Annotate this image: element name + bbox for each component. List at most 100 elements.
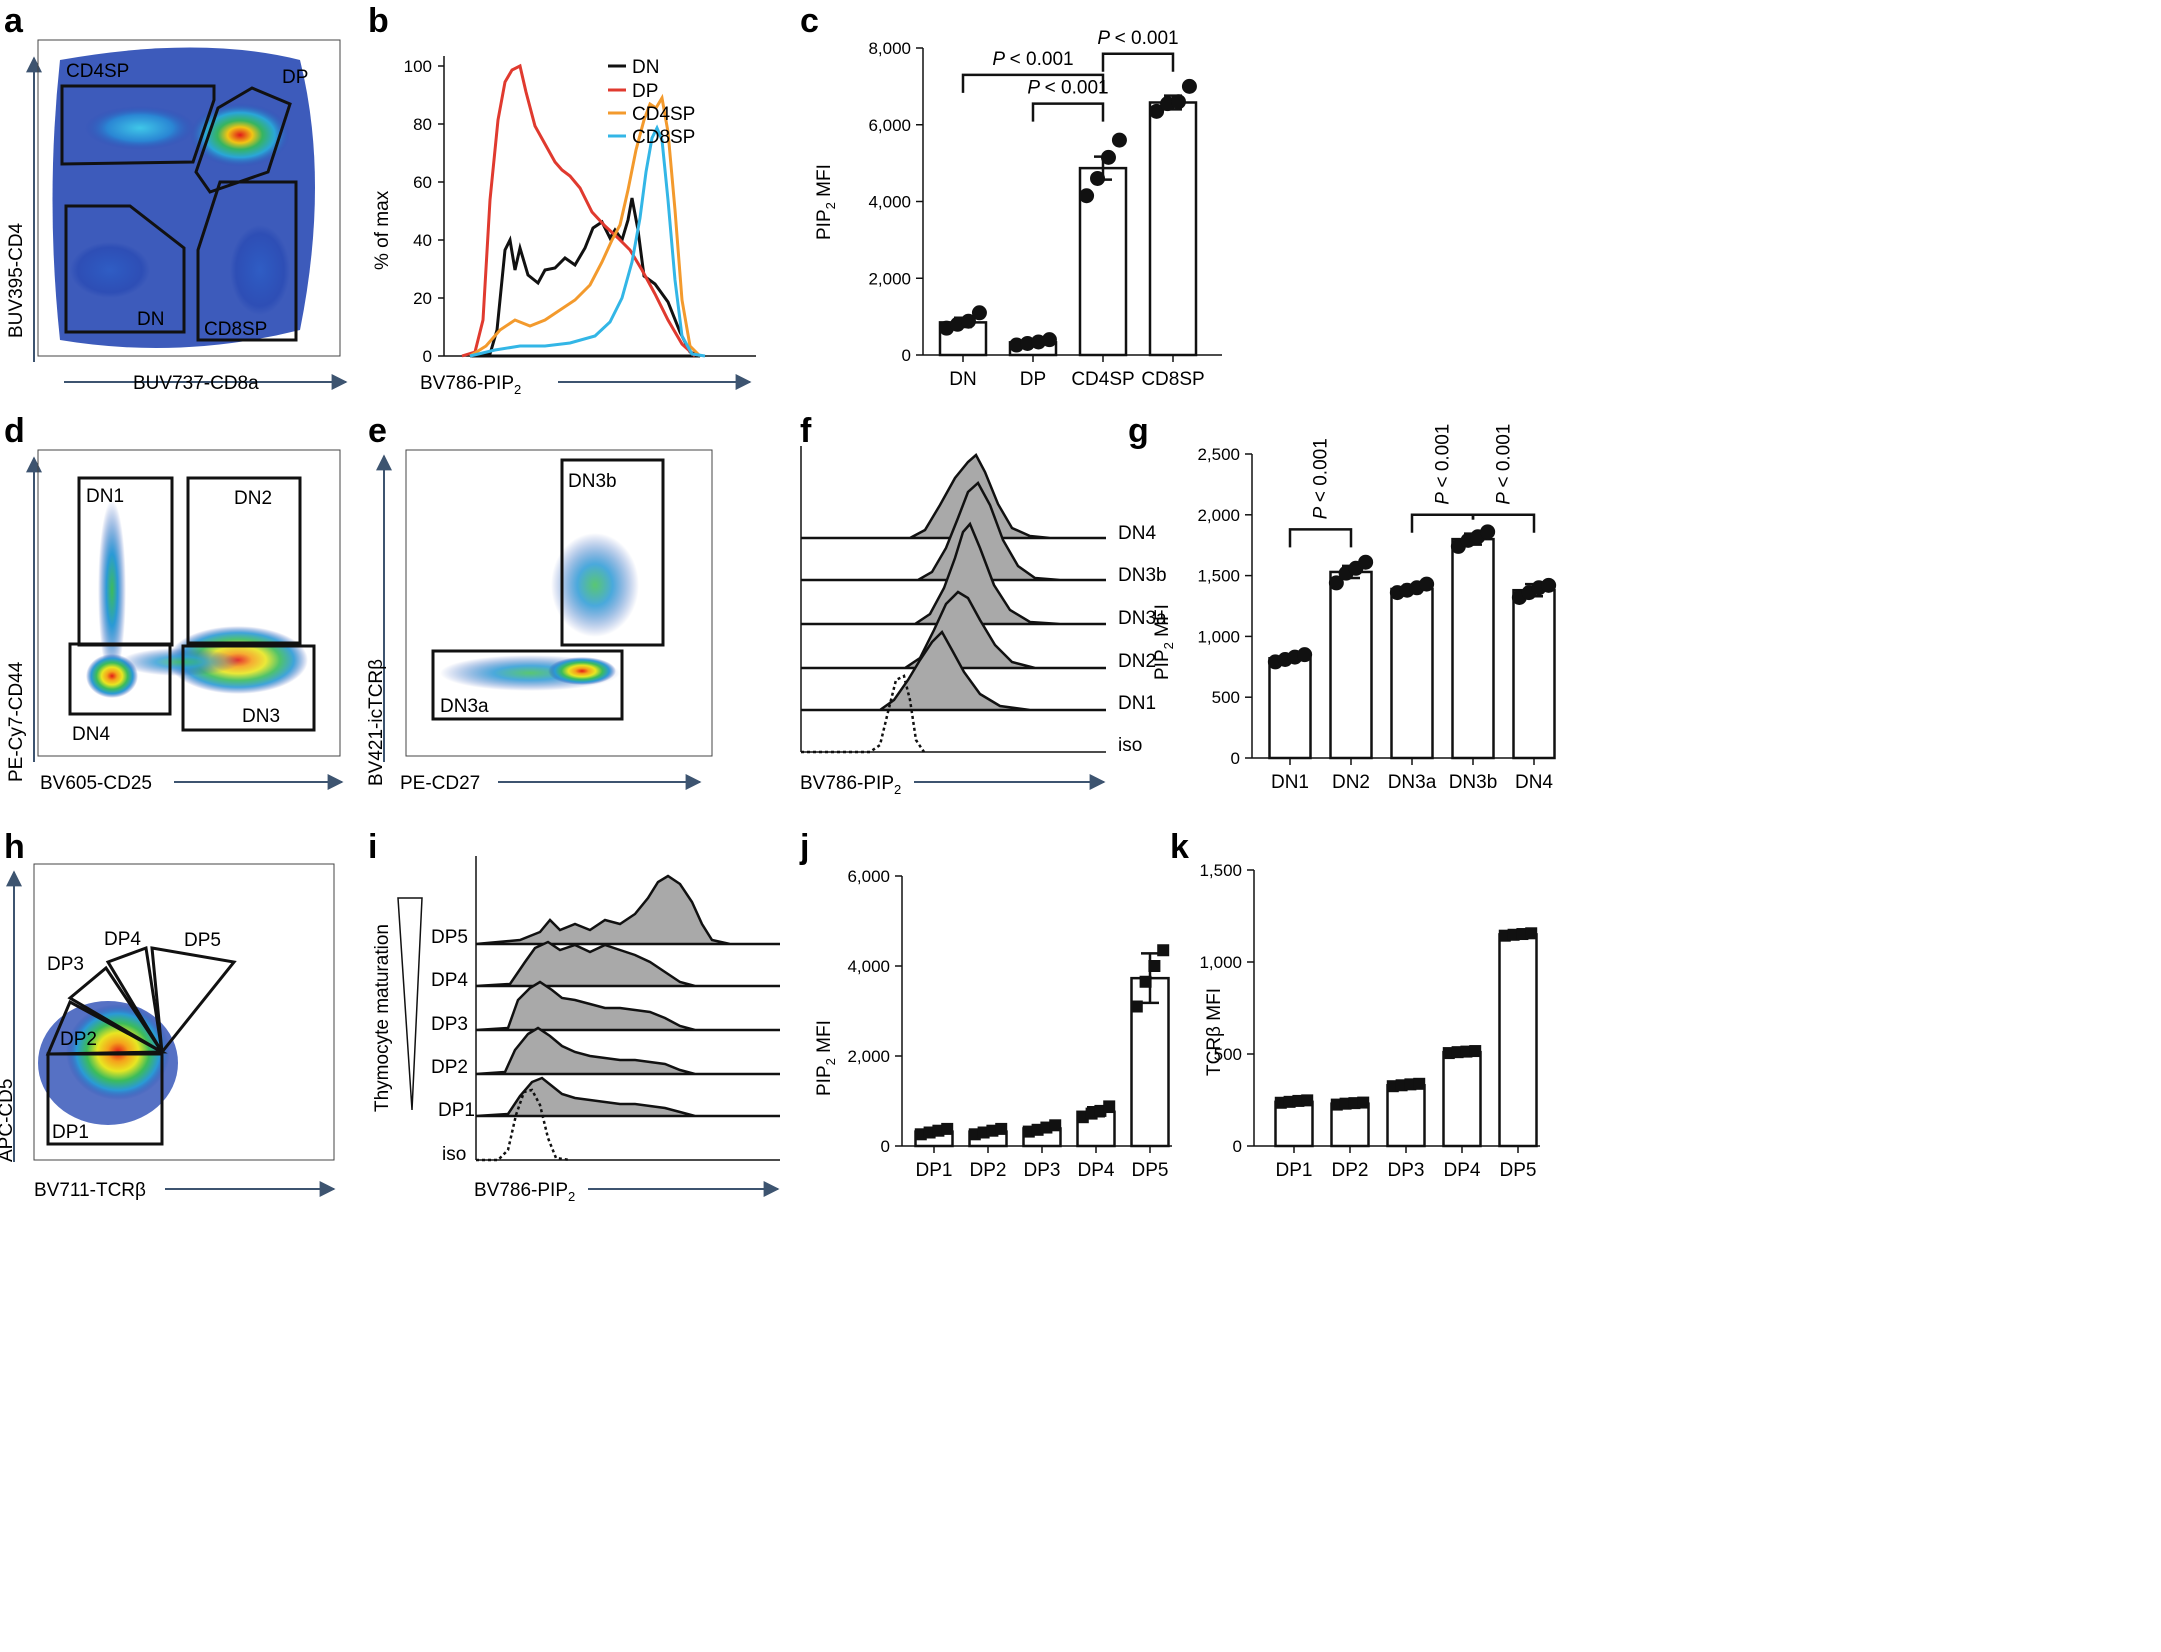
- significance-label-c-2: P < 0.001: [1097, 28, 1178, 49]
- bar-k-DP5: [1498, 933, 1538, 1148]
- bar-chart-g: g 0 500 1,000 1,500 2,000 2,500 PIP2 MFI DN1 DN2 D…: [1128, 412, 1557, 793]
- maturation-label: Thymocyte maturation: [372, 924, 393, 1112]
- y-tick-label-b-20: 20: [413, 289, 432, 308]
- y-axis-label-e: BV421-icTCRβ: [366, 659, 387, 786]
- density-hotspot-dn: [70, 242, 150, 298]
- y-axis-label-b: % of max: [372, 190, 393, 270]
- data-point-c-CD8SP-2: [1170, 94, 1186, 110]
- x-tick-label-c-DN: DN: [949, 369, 976, 390]
- gate-dn: [64, 204, 186, 334]
- gate-label-dn4: DN4: [72, 724, 110, 745]
- panel-i: i BV786-PIP2 Thymocyte maturation DP5 DP…: [368, 828, 780, 1204]
- panel-letter-e: e: [368, 412, 387, 450]
- x-tick-label-k-DP5: DP5: [1500, 1160, 1537, 1181]
- x-tick-label-k-DP2: DP2: [1332, 1160, 1369, 1181]
- gate-label-dn: DN: [137, 309, 164, 330]
- x-tick-label-c-CD4SP: CD4SP: [1071, 369, 1134, 390]
- hist-row-dp3: [475, 980, 780, 1032]
- histogram-line-dp: [461, 63, 697, 358]
- y-axis-label-d: PE-Cy7-CD44: [6, 661, 27, 782]
- density-bridge-d: [120, 648, 240, 676]
- density-hotspot-cd4sp: [85, 106, 195, 150]
- y-tick-label-k-3: 1,500: [1199, 861, 1242, 880]
- x-axis-label-a: BUV737-CD8a: [133, 373, 259, 394]
- histogram-line-cd8sp: [469, 124, 706, 358]
- panel-b: b 0 20 40 60 80 100 % of max BV786-PIP2 …: [368, 2, 756, 397]
- bar-k-DP3: [1386, 1084, 1426, 1148]
- significance-bracket-c-0: [961, 73, 1105, 93]
- gate-label-dp2: DP2: [60, 1029, 97, 1050]
- hist-row-dn3a: [801, 521, 1106, 626]
- row-label-f-dn4: DN4: [1118, 523, 1156, 544]
- data-point-g-DN4-3: [1541, 577, 1557, 593]
- hist-row-iso: [801, 674, 926, 754]
- bar-c-CD8SP: [1148, 101, 1198, 357]
- hist-row-dn4: [801, 453, 1106, 540]
- row-label-f-dn2: DN2: [1118, 651, 1156, 672]
- panel-letter-c: c: [800, 2, 819, 40]
- y-tick-label-g-1: 500: [1212, 688, 1240, 707]
- density-plot-d: [86, 500, 308, 698]
- data-point-g-DN3b-3: [1480, 524, 1496, 540]
- gate-dn3: [181, 644, 316, 732]
- panel-d: d BV605-CD25 PE-Cy7-CD44 DN1 DN2 DN4 DN3: [4, 412, 344, 794]
- data-point-c-CD4SP-0: [1079, 188, 1095, 204]
- row-label-i-dp2: DP2: [431, 1057, 468, 1078]
- data-point-k-DP4-3: [1469, 1045, 1482, 1058]
- gate-label-dn1: DN1: [86, 486, 124, 507]
- gate-label-dp3: DP3: [47, 954, 84, 975]
- data-point-g-DN1-3: [1297, 647, 1313, 663]
- x-tick-label-j-DP1: DP1: [916, 1160, 953, 1181]
- hist-row-dn1: [801, 629, 1106, 712]
- data-point-j-DP5-2: [1148, 960, 1161, 972]
- y-tick-label-j-2: 4,000: [847, 957, 890, 976]
- gate-dn4: [68, 642, 172, 716]
- legend-label-cd4sp: CD4SP: [632, 104, 695, 125]
- density-hotspot-cd8sp: [230, 225, 290, 315]
- data-point-c-CD4SP-3: [1111, 132, 1127, 148]
- x-axis-label-h: BV711-TCRβ: [34, 1180, 146, 1201]
- significance-bracket-g-0: [1288, 528, 1353, 548]
- x-tick-label-k-DP3: DP3: [1388, 1160, 1425, 1181]
- gate-dp: [194, 86, 292, 194]
- panel-h: h BV711-TCRβ APC-CD5 DP5 DP4 DP3 DP2 DP1: [0, 828, 336, 1201]
- row-label-f-iso: iso: [1118, 735, 1142, 756]
- bar-chart-c: c 0 2,000 4,000 6,000 8,000 PIP2 MFI DN DP CD4SP C…: [800, 2, 1222, 390]
- hist-row-dp5: [475, 874, 780, 946]
- data-point-g-DN2-0: [1328, 575, 1344, 591]
- bar-k-DP4: [1442, 1050, 1482, 1148]
- significance-bracket-g-1: [1410, 513, 1475, 533]
- panel-a: a BUV737-CD8a BUV395-CD4 CD4SP DP DN CD8…: [4, 2, 348, 394]
- data-point-j-DP5-0: [1130, 1000, 1143, 1013]
- panel-letter-i: i: [368, 828, 377, 866]
- x-tick-label-j-DP2: DP2: [970, 1160, 1007, 1181]
- data-point-j-DP3-0: [1022, 1125, 1035, 1138]
- bar-g-DN2: [1329, 570, 1373, 760]
- data-point-g-DN3a-3: [1419, 576, 1435, 592]
- panel-letter-g: g: [1128, 412, 1149, 450]
- gate-dp2: [45, 999, 168, 1056]
- bar-g-DN4: [1512, 588, 1556, 760]
- x-tick-label-c-CD8SP: CD8SP: [1141, 369, 1204, 390]
- y-tick-label-c-2: 4,000: [868, 193, 911, 212]
- bar-g-DN1: [1268, 657, 1312, 760]
- y-axis-label-k: TCRβ MFI: [1204, 988, 1225, 1076]
- row-label-i-iso: iso: [442, 1144, 466, 1165]
- data-point-j-DP3-3: [1049, 1119, 1062, 1132]
- gate-label-dp1: DP1: [52, 1122, 89, 1143]
- data-point-c-CD8SP-0: [1149, 103, 1165, 119]
- data-point-j-DP4-3: [1103, 1100, 1116, 1113]
- y-tick-label-k-0: 0: [1233, 1137, 1242, 1156]
- x-axis-label-d: BV605-CD25: [40, 773, 152, 794]
- panel-letter-d: d: [4, 412, 25, 450]
- data-point-c-CD4SP-2: [1100, 149, 1116, 165]
- legend-label-dp: DP: [632, 81, 658, 102]
- row-label-i-dp3: DP3: [431, 1014, 468, 1035]
- y-tick-label-j-3: 6,000: [847, 867, 890, 886]
- density-hotspot-dn3a: [548, 657, 616, 685]
- y-tick-label-j-1: 2,000: [847, 1047, 890, 1066]
- y-tick-label-g-5: 2,500: [1197, 445, 1240, 464]
- data-point-k-DP5-3: [1525, 927, 1538, 940]
- gate-dn2: [186, 476, 302, 645]
- data-point-j-DP5-1: [1139, 975, 1152, 988]
